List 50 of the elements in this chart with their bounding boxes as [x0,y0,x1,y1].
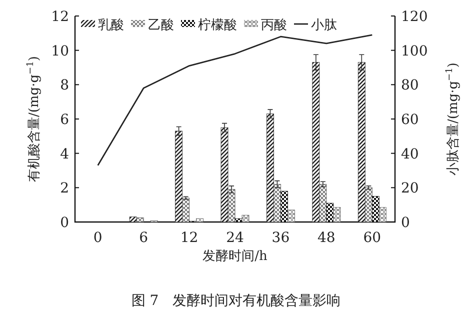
y-tick-label: 6 [60,112,70,128]
y-tick-label: 0 [60,215,69,231]
bar [220,127,228,222]
caption: 图 7 发酵时间对有机酸含量影响 [131,293,341,309]
x-tick-label: 60 [363,230,382,246]
bar [175,130,182,222]
bar [364,187,372,222]
x-tick-label: 24 [226,230,244,246]
bar [274,184,281,222]
y2-tick-label: 100 [401,43,428,60]
bar [228,189,236,222]
bar [372,196,380,222]
y2-tick-label: 20 [401,180,419,197]
bar [333,207,341,222]
x-tick-label: 0 [93,230,102,246]
bar [266,114,274,222]
bar [326,202,334,222]
y-tick-label: 12 [51,9,69,25]
bar [358,62,366,222]
y-tick-label: 8 [60,78,69,94]
bar [288,210,295,222]
line-series [97,34,373,166]
bar [312,62,320,222]
bar [319,184,327,222]
bar [234,218,242,222]
bar [378,207,386,222]
bar [136,218,144,222]
y-tick-label: 10 [51,43,69,60]
bar [242,214,250,222]
x-tick-label: 12 [180,230,198,246]
legend-label: 乙酸 [148,18,174,33]
bar [196,218,204,222]
y-tick-label: 4 [60,146,70,162]
y2-tick-label: 60 [401,112,419,128]
bar [182,198,190,222]
legend-label: 小肽 [311,18,337,33]
y-tick-label: 2 [60,180,69,197]
y2-tick-label: 80 [401,78,419,94]
legend-label: 柠檬酸 [198,18,237,33]
x-tick-label: 6 [139,230,148,246]
bar [280,190,288,222]
y2-tick-label: 0 [401,215,410,231]
bar [129,216,137,222]
x-axis-title: 发酵时间/h [202,249,268,264]
x-tick-label: 36 [272,230,290,246]
legend-label: 丙酸 [261,18,287,33]
legend-label: 乳酸 [98,18,124,33]
y2-tick-label: 40 [401,146,419,162]
y2-tick-label: 120 [401,9,428,25]
x-tick-label: 48 [318,230,336,246]
